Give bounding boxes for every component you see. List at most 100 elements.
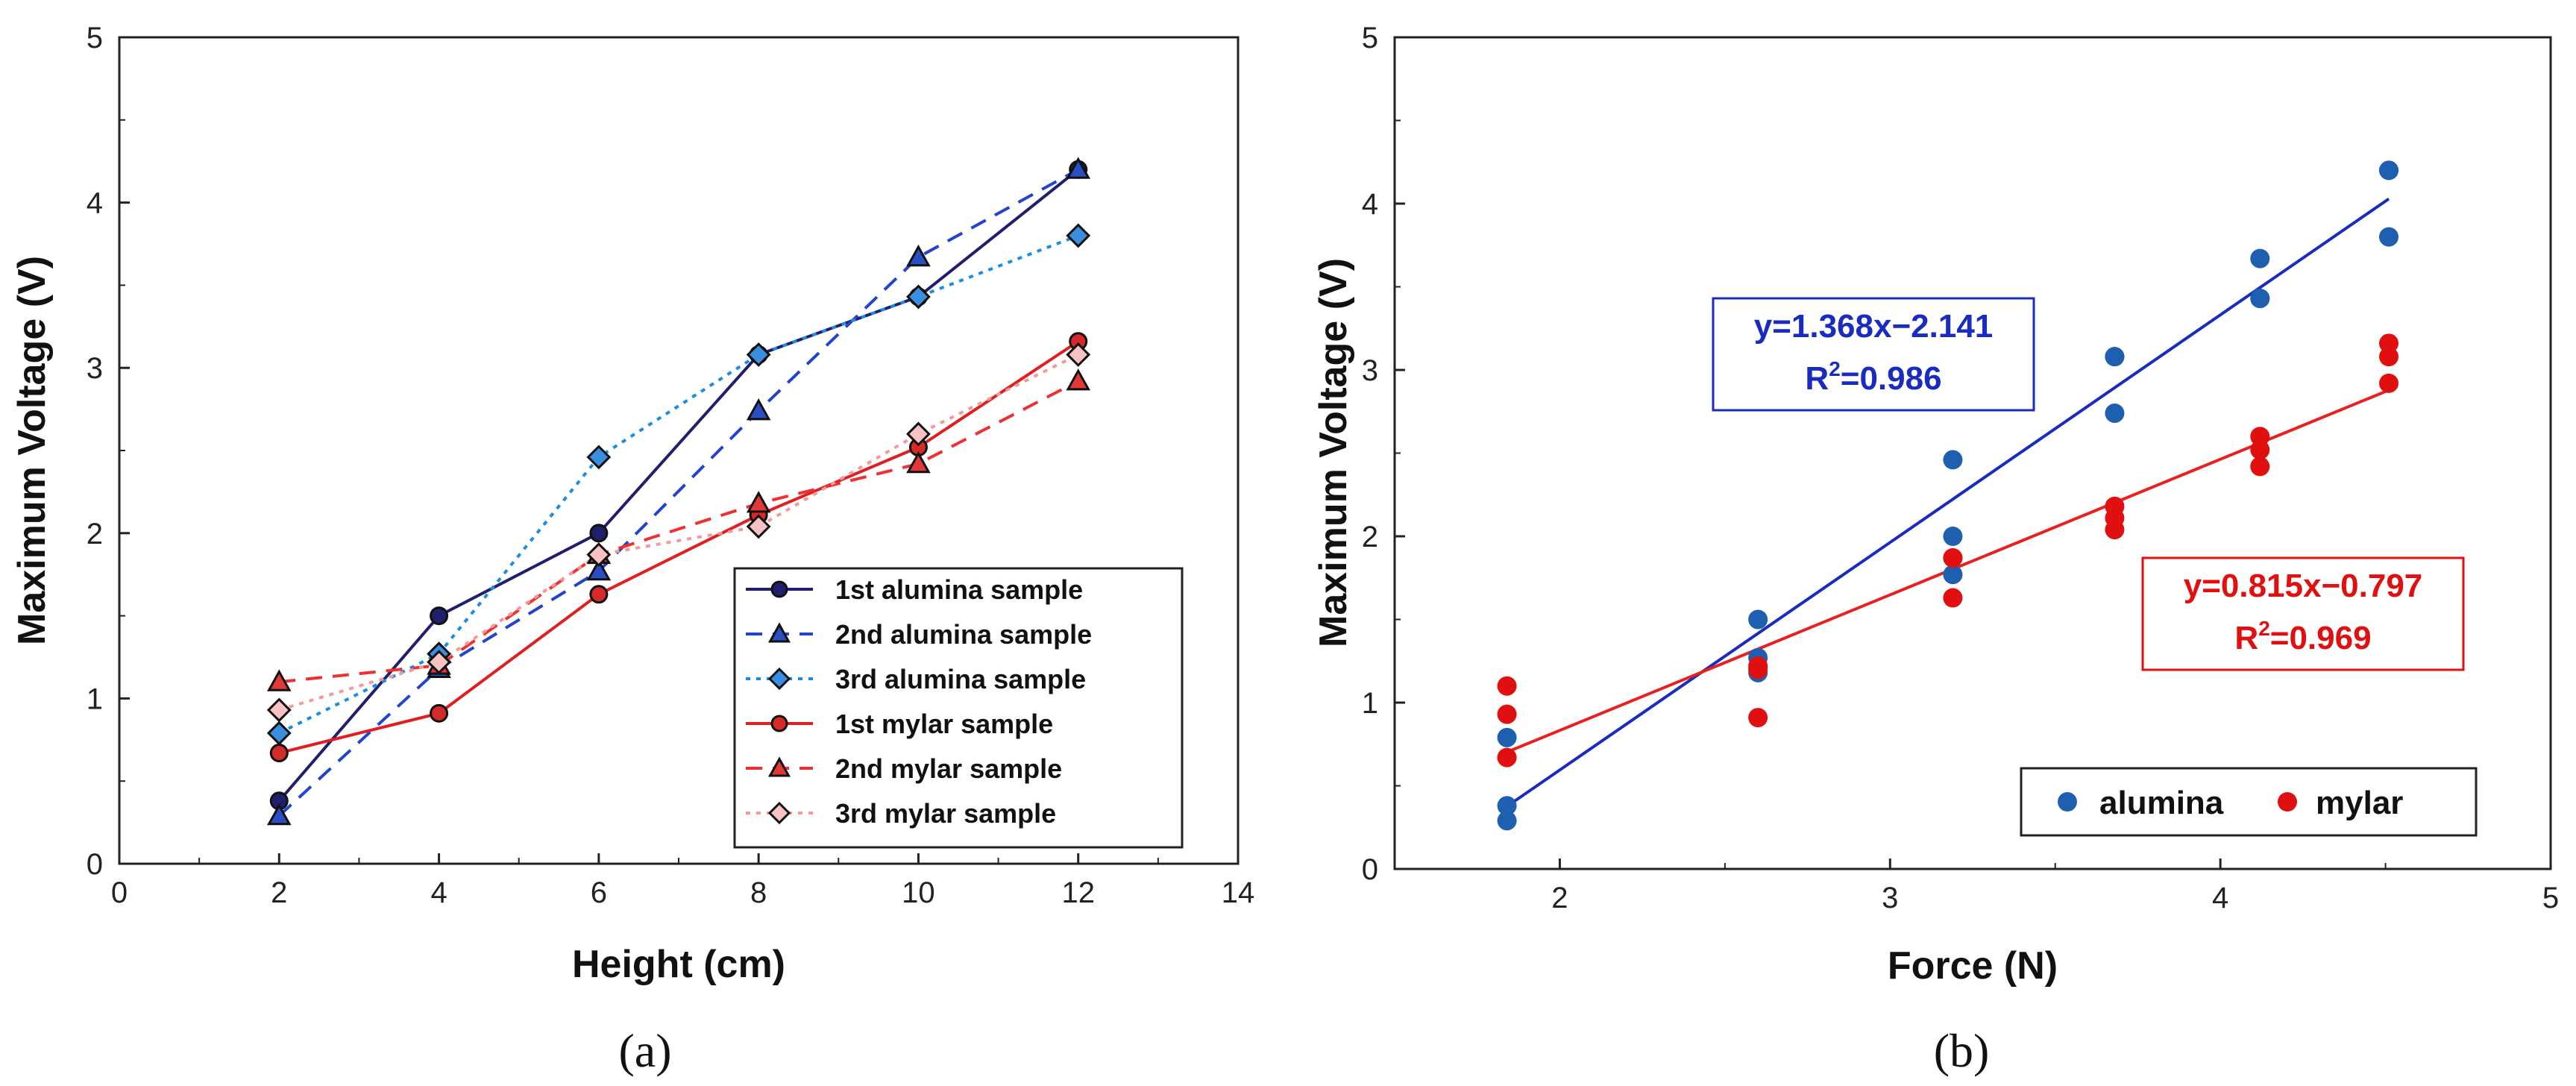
equation-mylar: y=0.815x−0.797: [2184, 568, 2423, 604]
fit-line-alumina: [1506, 197, 2390, 808]
legend-label-alumina: alumina: [2099, 785, 2224, 821]
data-point-series-4: [269, 744, 289, 763]
data-point-series-1: [430, 606, 449, 626]
data-point-alumina: [2250, 289, 2270, 309]
equation-alumina: y=1.368x−2.141: [1754, 308, 1994, 345]
y-tick-label-b: 5: [1362, 22, 1378, 54]
data-point-mylar: [2379, 373, 2398, 393]
x-tick-label-a: 6: [591, 876, 607, 909]
legend-b-box: [2020, 767, 2478, 837]
data-point-alumina: [1497, 811, 1517, 831]
data-point-series-5: [1066, 368, 1091, 391]
x-tick-label-a: 8: [750, 876, 767, 909]
data-point-mylar: [1497, 747, 1517, 768]
data-point-series-6: [586, 542, 612, 568]
legend-label-1: 1st alumina sample: [835, 574, 1083, 605]
data-point-mylar: [1748, 708, 1768, 728]
data-point-series-3: [586, 445, 612, 470]
legend-marker-6: [767, 801, 791, 825]
legend-marker-4: [770, 715, 788, 732]
data-point-series-6: [427, 650, 451, 675]
series-line-6: [278, 353, 1079, 712]
data-point-series-5: [906, 451, 931, 474]
x-tick-label-a: 2: [271, 876, 287, 909]
x-axis-title-a: Height (cm): [572, 943, 785, 986]
y-tick-label-b: 3: [1362, 354, 1378, 387]
x-tick-label-a: 10: [902, 876, 935, 909]
data-point-series-6: [1066, 342, 1091, 367]
data-point-series-2: [906, 244, 931, 267]
x-tick-label-a: 12: [1061, 876, 1095, 909]
data-point-series-2: [586, 558, 612, 581]
data-point-mylar: [2105, 496, 2125, 516]
data-point-alumina: [1497, 727, 1517, 747]
data-point-alumina: [1943, 527, 1963, 546]
y-tick-label-b: 0: [1362, 853, 1378, 886]
panel-b-scatter-chart: 2 3 4 5 0 1 2 3 4 5 y=1.368x−2.141 R2=0.986 y=0.8…: [1312, 22, 2559, 1077]
x-tick-label-a: 4: [430, 876, 447, 909]
data-point-series-3: [906, 284, 931, 310]
equation-box-mylar-frame: [2141, 556, 2465, 671]
series-line-4: [278, 340, 1079, 755]
x-tick-label-b: 5: [2542, 882, 2559, 914]
y-tick-label-b: 2: [1362, 521, 1378, 553]
data-point-series-2: [1066, 157, 1091, 179]
data-point-mylar: [2379, 333, 2398, 354]
legend-label-mylar: mylar: [2316, 785, 2403, 821]
legend-a: 1st alumina sample 2nd alumina sample 3rd …: [733, 567, 1184, 849]
data-point-mylar: [1497, 676, 1517, 696]
data-point-series-6: [266, 697, 292, 723]
y-tick-label-a: 1: [87, 682, 103, 715]
x-tick-label-b: 4: [2212, 882, 2228, 914]
data-point-alumina: [2250, 248, 2270, 269]
series-line-1: [277, 168, 1079, 803]
legend-a-box: [733, 567, 1184, 849]
series-line-2: [277, 168, 1079, 817]
legend-label-5: 2nd mylar sample: [835, 753, 1062, 784]
legend-marker-3: [767, 667, 791, 691]
y-tick-label-b: 1: [1362, 687, 1378, 720]
y-axis-title-a: Maximum Voltage (V): [10, 256, 54, 645]
data-point-alumina: [2105, 403, 2125, 423]
legend-marker-2: [767, 622, 791, 643]
r2-alumina: R2=0.986: [1805, 357, 1941, 397]
x-tick-label-b: 3: [1882, 882, 1898, 914]
data-point-alumina: [1943, 565, 1963, 585]
data-point-series-6: [906, 421, 931, 447]
data-point-alumina: [1943, 450, 1963, 470]
data-point-series-6: [746, 514, 771, 539]
data-point-mylar: [2379, 347, 2398, 367]
y-tick-label-a: 5: [87, 22, 103, 54]
y-tick-label-a: 3: [87, 352, 103, 385]
panel-label-b: (b): [1934, 1024, 1990, 1077]
equation-box-mylar: y=0.815x−0.797 R2=0.969: [2141, 556, 2465, 671]
legend-label-6: 3rd mylar sample: [835, 798, 1056, 829]
panel-label-a: (a): [618, 1024, 671, 1077]
r2-mylar: R2=0.969: [2234, 617, 2371, 656]
data-point-mylar: [1497, 704, 1517, 724]
data-point-series-3: [746, 342, 771, 367]
data-point-alumina: [2379, 227, 2398, 247]
y-tick-label-a: 4: [87, 187, 103, 220]
data-point-series-3: [1066, 223, 1091, 248]
x-tick-label-b: 2: [1551, 882, 1568, 914]
data-point-mylar: [2105, 520, 2125, 540]
data-point-mylar: [2250, 427, 2270, 447]
x-tick-label-a: 14: [1222, 876, 1255, 909]
y-axis-title-b: Maximum Voltage (V): [1312, 258, 1355, 647]
legend-label-4: 1st mylar sample: [835, 709, 1053, 739]
legend-b: alumina mylar: [2020, 767, 2478, 837]
data-point-alumina: [2379, 160, 2398, 181]
data-point-series-4: [589, 585, 609, 604]
series-line-3: [278, 234, 1079, 735]
y-tick-label-a: 2: [87, 518, 103, 550]
data-point-mylar: [2250, 456, 2270, 477]
legend-marker-mylar: [2278, 792, 2297, 812]
data-point-alumina: [2105, 347, 2125, 367]
data-point-series-2: [746, 398, 771, 421]
plot-frame-b: [1393, 36, 2552, 870]
data-point-mylar: [1943, 588, 1963, 608]
y-tick-label-a: 0: [87, 848, 103, 881]
data-point-mylar: [2250, 440, 2270, 460]
